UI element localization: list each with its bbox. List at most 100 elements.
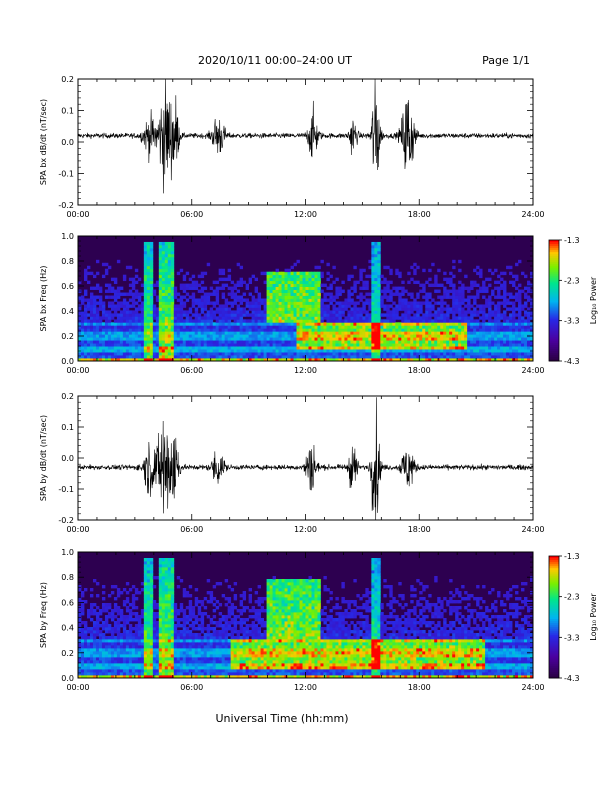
spectrogram-cell [359,340,363,344]
spectrogram-cell [407,313,411,317]
spectrogram-cell [158,343,163,347]
spectrogram-cell [137,307,142,311]
spectrogram-cell [179,304,184,308]
spectrogram-cell [107,322,112,326]
spectrogram-cell [182,328,187,332]
spectrogram-cell [158,627,163,631]
spectrogram-cell [368,346,372,350]
spectrogram-cell [503,334,507,338]
spectrogram-cell [320,298,324,302]
spectrogram-cell [425,307,429,311]
spectrogram-cell [353,331,357,335]
spectrogram-cell [326,325,330,329]
spectrogram-cell [104,639,109,643]
spectrogram-cell [377,307,381,311]
spectrogram-cell [326,286,330,290]
spectrogram-cell [155,657,160,661]
spectrogram-cell [443,349,447,353]
spectrogram-cell [239,316,244,320]
spectrogram-cell [281,337,285,341]
spectrogram-cell [164,642,169,646]
spectrogram-cell [92,325,97,329]
spectrogram-cell [107,265,112,270]
spectrogram-cell [221,283,226,287]
spectrogram-cell [395,286,399,290]
spectrogram-cell [323,346,327,350]
spectrogram-cell [293,313,297,317]
spectrogram-cell [197,337,202,341]
spectrogram-cell [143,271,148,276]
spectrogram-cell [353,265,357,270]
spectrogram-cell [242,280,247,285]
spectrogram-cell [497,325,501,329]
spectrogram-cell [92,654,97,658]
spectrogram-cell [95,340,100,344]
spectrogram-cell [527,343,531,347]
spectrogram-cell [110,352,115,356]
spectrogram-cell [119,591,124,595]
spectrogram-cell [236,355,241,359]
spectrogram-cell [290,289,294,293]
spectrogram-cell [269,334,273,338]
spectrogram-cell [485,298,489,302]
spectrogram-cell [407,271,411,276]
spectrogram-cell [116,319,121,323]
spectrogram-cell [131,346,136,350]
spectrogram-cell [317,286,321,290]
spectrogram-cell [275,286,279,290]
spectrogram-cell [143,328,148,332]
spectrogram-cell [137,624,142,628]
spectrogram-cell [455,352,459,356]
spectrogram-cell [230,295,235,299]
spectrogram-cell [98,642,103,646]
spectrogram-cell [257,343,261,347]
spectrogram-cell [437,313,441,317]
spectrogram-cell [104,603,109,607]
spectrogram-cell [167,651,172,655]
spectrogram-cell [140,660,145,664]
spectrogram-cell [404,319,408,323]
spectrogram-cell [107,343,112,347]
spectrogram-cell [377,325,381,329]
spectrogram-cell [98,355,103,359]
spectrogram-cell [158,268,163,273]
spectrogram-cell [161,666,166,670]
spectrogram-cell [278,295,282,299]
spectrogram-cell [113,289,118,293]
spectrogram-cell [524,337,528,341]
spectrogram-cell [512,352,516,356]
spectrogram-cell [425,331,429,335]
spectrogram-cell [140,582,145,586]
spectrogram-cell [164,334,169,338]
spectrogram-cell [368,322,372,326]
spectrogram-cell [110,675,115,679]
spectrogram-cell [179,307,184,311]
spectrogram-cell [161,322,166,326]
spectrogram-cell [95,343,100,347]
spectrogram-cell [116,666,121,670]
series-line [77,78,534,194]
spectrogram-cell [164,657,169,661]
spectrogram-cell [434,343,438,347]
spectrogram-cell [146,289,151,293]
spectrogram-cell [263,340,267,344]
spectrogram-cell [290,301,294,305]
spectrogram-cell [413,268,417,273]
spectrogram-cell [125,265,130,270]
spectrogram-cell [341,322,345,326]
spectrogram-cell [353,325,357,329]
spectrogram-cell [113,280,118,285]
spectrogram-cell [101,609,106,613]
spectrogram-cell [170,304,175,308]
spectrogram-cell [149,259,154,264]
spectrogram-cell [395,316,399,320]
spectrogram-cell [182,277,187,282]
spectrogram-cell [356,340,360,344]
spectrogram-cell [254,349,258,353]
spectrogram-cell [491,301,495,305]
spectrogram-cell [164,322,169,326]
spectrogram-cell [86,630,91,634]
spectrogram-cell [512,313,516,317]
spectrogram-cell [317,343,321,347]
spectrogram-cell [275,304,279,308]
